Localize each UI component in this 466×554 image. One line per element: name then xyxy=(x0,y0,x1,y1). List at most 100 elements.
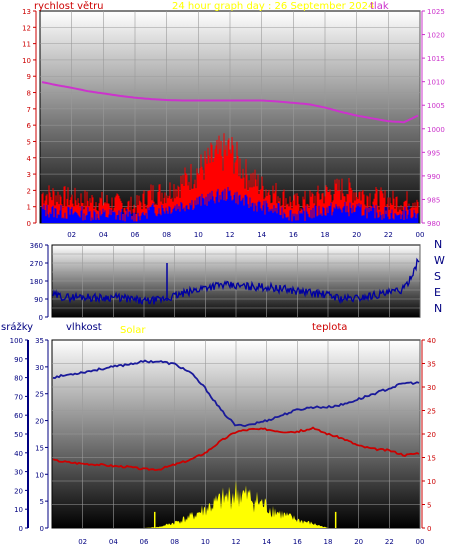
rain-tick-label: 70 xyxy=(14,393,23,401)
x-tick-label: 14 xyxy=(257,231,266,239)
pressure-tick-label: 1005 xyxy=(427,102,445,110)
temperature-axis-label: teplota xyxy=(312,322,347,333)
x-tick-label: 16 xyxy=(293,538,302,546)
wind-tick-label: 7 xyxy=(27,106,31,114)
rain-tick-label: 80 xyxy=(14,375,23,383)
x-tick-label: 00 xyxy=(416,538,425,546)
wind-tick-label: 8 xyxy=(27,90,31,98)
wind-tick-label: 13 xyxy=(22,8,31,16)
x-tick-label: 08 xyxy=(170,538,179,546)
compass-label: N xyxy=(434,302,442,315)
wind-tick-label: 10 xyxy=(22,57,31,65)
humidity-line xyxy=(52,359,420,428)
compass-label: W xyxy=(434,254,445,267)
rain-axis-label: srážky xyxy=(1,321,33,333)
chart-title: 24 hour graph day : 26 September 2024 xyxy=(172,1,374,12)
humidity-tick-label: 15 xyxy=(35,444,44,452)
rain-tick-label: 100 xyxy=(10,337,23,345)
x-tick-label: 04 xyxy=(99,231,108,239)
x-tick-label: 12 xyxy=(232,538,241,546)
temperature-tick-label: 25 xyxy=(427,408,436,416)
pressure-tick-label: 980 xyxy=(427,220,440,228)
temperature-tick-label: 15 xyxy=(427,455,436,463)
rain-tick-label: 0 xyxy=(19,525,23,533)
wind-tick-label: 1 xyxy=(27,204,31,212)
humidity-tick-label: 5 xyxy=(40,498,44,506)
direction-tick-label: 0 xyxy=(39,314,43,322)
wind-tick-label: 2 xyxy=(27,187,31,195)
x-tick-label: 22 xyxy=(384,231,393,239)
wind-tick-label: 12 xyxy=(22,24,31,32)
wind-tick-label: 4 xyxy=(27,155,32,163)
temperature-tick-label: 30 xyxy=(427,384,436,392)
axes-layer: 0123456789101112139809859909951000100510… xyxy=(10,8,445,546)
pressure-axis-label: tlak xyxy=(370,1,389,12)
temperature-tick-label: 0 xyxy=(427,525,431,533)
pressure-tick-label: 985 xyxy=(427,196,440,204)
pressure-tick-label: 1000 xyxy=(427,126,445,134)
rain-tick-label: 20 xyxy=(14,487,23,495)
temperature-tick-label: 10 xyxy=(427,478,436,486)
direction-tick-label: 270 xyxy=(30,260,43,268)
marks-layer xyxy=(41,81,420,528)
pressure-tick-label: 1015 xyxy=(427,55,445,63)
compass-label: S xyxy=(434,270,441,283)
temperature-tick-label: 5 xyxy=(427,502,431,510)
wind-tick-label: 5 xyxy=(27,138,31,146)
x-tick-label: 18 xyxy=(324,538,333,546)
x-tick-label: 20 xyxy=(354,538,363,546)
wind-tick-label: 9 xyxy=(27,73,31,81)
x-tick-label: 02 xyxy=(67,231,76,239)
x-tick-label: 12 xyxy=(226,231,235,239)
grid-layer xyxy=(40,11,421,528)
humidity-tick-label: 10 xyxy=(35,471,44,479)
wind-tick-label: 3 xyxy=(27,171,31,179)
x-tick-label: 06 xyxy=(140,538,149,546)
x-tick-label: 20 xyxy=(352,231,361,239)
humidity-tick-label: 0 xyxy=(40,525,44,533)
wind-tick-label: 0 xyxy=(27,220,31,228)
x-tick-label: 08 xyxy=(162,231,171,239)
temperature-tick-label: 35 xyxy=(427,361,436,369)
compass-label: N xyxy=(434,238,442,251)
rain-tick-label: 30 xyxy=(14,469,23,477)
wind-tick-label: 11 xyxy=(22,41,31,49)
x-tick-label: 18 xyxy=(321,231,330,239)
humidity-tick-label: 25 xyxy=(35,391,44,399)
x-tick-label: 02 xyxy=(78,538,87,546)
humidity-tick-label: 30 xyxy=(35,364,44,372)
rain-tick-label: 90 xyxy=(14,356,23,364)
wind-axis-label: rychlost větru xyxy=(34,0,104,12)
x-tick-label: 10 xyxy=(194,231,203,239)
rain-tick-label: 50 xyxy=(14,431,23,439)
direction-tick-label: 180 xyxy=(30,278,43,286)
temperature-tick-label: 40 xyxy=(427,337,436,345)
solar-area xyxy=(144,480,328,528)
direction-line xyxy=(52,257,420,305)
pressure-line xyxy=(41,81,419,124)
rain-tick-label: 40 xyxy=(14,450,23,458)
direction-tick-label: 90 xyxy=(34,296,43,304)
x-tick-label: 22 xyxy=(385,538,394,546)
pressure-tick-label: 1025 xyxy=(427,8,445,16)
pressure-tick-label: 995 xyxy=(427,149,440,157)
pressure-tick-label: 1020 xyxy=(427,32,445,40)
x-tick-label: 00 xyxy=(416,231,425,239)
humidity-tick-label: 35 xyxy=(35,337,44,345)
temperature-line xyxy=(52,426,420,472)
x-tick-label: 04 xyxy=(109,538,118,546)
rain-tick-label: 60 xyxy=(14,412,23,420)
x-tick-label: 10 xyxy=(201,538,210,546)
x-tick-label: 14 xyxy=(262,538,271,546)
x-tick-label: 06 xyxy=(131,231,140,239)
pressure-tick-label: 990 xyxy=(427,173,440,181)
compass-label: E xyxy=(434,286,441,299)
humidity-axis-label: vlhkost xyxy=(66,322,102,333)
pressure-tick-label: 1010 xyxy=(427,79,445,87)
solar-label: Solar xyxy=(120,325,146,336)
temperature-tick-label: 20 xyxy=(427,431,436,439)
wind-tick-label: 6 xyxy=(27,122,32,130)
x-tick-label: 16 xyxy=(289,231,298,239)
